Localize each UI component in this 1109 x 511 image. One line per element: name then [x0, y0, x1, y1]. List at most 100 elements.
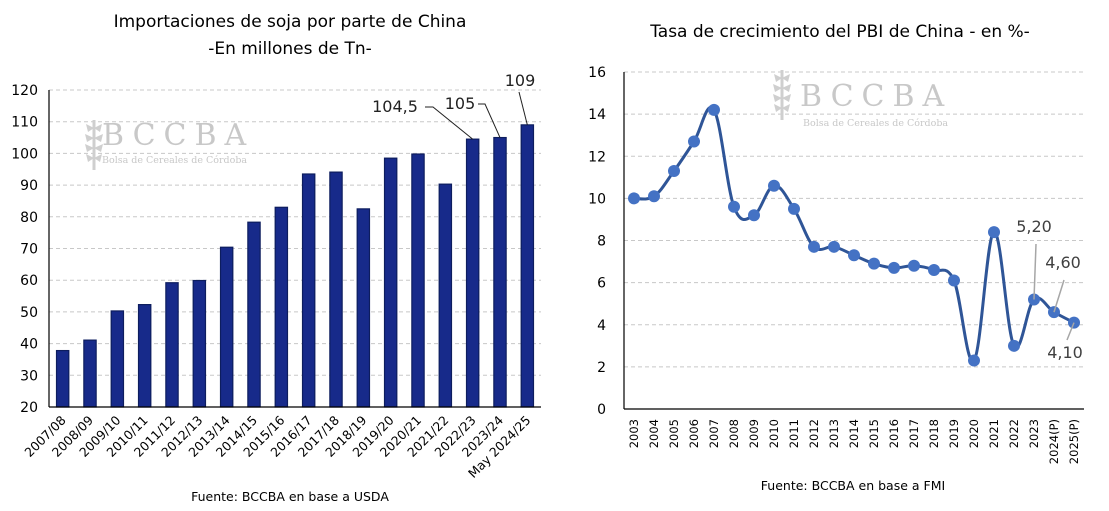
- gdp-point-2008: [728, 200, 740, 213]
- right-y-tick-label: 2: [597, 360, 606, 376]
- left-y-tick-label: 120: [11, 83, 38, 99]
- right-x-tick-label: 2015: [867, 419, 881, 448]
- left-y-tick-label: 40: [20, 337, 38, 353]
- left-data-label: 104,5: [372, 97, 418, 116]
- gdp-point-2003: [628, 192, 640, 205]
- bar-2012-13: [192, 279, 207, 408]
- bar-2013-14: [219, 246, 234, 408]
- right-x-tick-label: 2023: [1027, 419, 1041, 448]
- bar-2014-15: [247, 221, 261, 408]
- right-x-tick-label: 2020: [967, 419, 981, 448]
- right-x-tick-label: 2005: [667, 419, 681, 448]
- right-leader-line: [1053, 279, 1065, 313]
- bar-May-2024-25: [520, 124, 535, 408]
- wheat-logo-icon: [773, 70, 791, 120]
- right-source-note: Fuente: BCCBA en base a FMI: [761, 478, 945, 493]
- left-watermark: BCCBA Bolsa de Cereales de Córdoba: [85, 118, 254, 170]
- right-watermark-brand: BCCBA: [800, 79, 952, 114]
- left-data-labels: 104,5 105 109: [372, 71, 535, 140]
- gdp-series-line: [633, 105, 1075, 363]
- wheat-logo-icon: [85, 120, 103, 170]
- right-x-tick-label: 2022: [1007, 419, 1021, 448]
- bar-2020-21: [411, 153, 425, 408]
- left-y-tick-label: 100: [11, 146, 38, 162]
- right-chart-title: Tasa de crecimiento del PBI de China - e…: [649, 22, 1030, 42]
- right-data-label: 4,10: [1047, 343, 1083, 362]
- right-x-tick-label: 2019: [947, 419, 961, 448]
- gdp-point-2006: [688, 135, 700, 148]
- gdp-growth-chart: Tasa de crecimiento del PBI de China - e…: [588, 22, 1084, 493]
- left-y-tick-label: 30: [20, 368, 38, 384]
- right-y-tick-label: 12: [588, 149, 606, 165]
- right-x-tick-label: 2017: [907, 419, 921, 448]
- right-gridlines: [624, 71, 1084, 368]
- gdp-point-2016: [888, 261, 900, 274]
- right-data-label: 5,20: [1016, 217, 1052, 236]
- left-chart-subtitle: -En millones de Tn-: [208, 39, 372, 59]
- right-data-label: 4,60: [1045, 253, 1081, 272]
- right-y-tick-label: 4: [597, 318, 606, 334]
- gdp-point-2009: [748, 209, 760, 222]
- bar-2008-09: [83, 339, 97, 408]
- right-y-tick-label: 14: [588, 107, 606, 123]
- right-y-tick-label: 10: [588, 191, 606, 207]
- left-y-tick-label: 20: [20, 400, 38, 416]
- bar-2007-08: [55, 349, 70, 408]
- bar-2019-20: [383, 157, 398, 408]
- gdp-point-2013: [828, 240, 840, 253]
- left-bars: [55, 124, 535, 408]
- gdp-point-2007: [708, 103, 720, 116]
- right-x-tick-label: 2007: [707, 419, 721, 448]
- gdp-point-2005: [668, 164, 680, 177]
- left-y-tick-label: 60: [20, 273, 38, 289]
- bar-2018-19: [356, 208, 371, 408]
- left-y-tick-label: 80: [20, 210, 38, 226]
- gdp-point-2022: [1008, 339, 1020, 352]
- right-x-tick-label: 2003: [627, 419, 641, 448]
- right-watermark: BCCBA Bolsa de Cereales de Córdoba: [773, 70, 952, 129]
- left-watermark-brand: BCCBA: [102, 118, 254, 153]
- right-x-tick-label: 2004: [647, 419, 661, 448]
- gdp-point-2004: [648, 190, 660, 203]
- right-x-tick-label: 2008: [727, 419, 741, 448]
- right-x-tick-label: 2009: [747, 419, 761, 448]
- bar-2010-11: [137, 304, 152, 408]
- gdp-point-2020: [968, 354, 980, 367]
- right-y-tick-label: 16: [588, 65, 606, 81]
- bar-2011-12: [165, 282, 179, 408]
- gdp-point-2018: [928, 263, 940, 276]
- bar-2021-22: [438, 183, 453, 408]
- right-x-tick-label: 2010: [767, 419, 781, 448]
- right-x-tick-label: 2006: [687, 419, 701, 448]
- right-y-tick-label: 6: [597, 276, 606, 292]
- left-x-axis-ticks: 2007/082008/092009/102010/112011/122012/…: [21, 412, 533, 480]
- right-x-tick-label: 2024(P): [1047, 419, 1061, 464]
- bar-2022-23: [465, 138, 480, 408]
- right-leader-line: [1033, 243, 1037, 300]
- right-y-tick-label: 8: [597, 234, 606, 250]
- right-x-tick-label: 2021: [987, 419, 1001, 448]
- right-data-labels: 5,20 4,60 4,10: [1016, 217, 1083, 362]
- right-x-tick-label: 2025(P): [1067, 419, 1081, 464]
- left-y-tick-label: 70: [20, 242, 38, 258]
- right-x-tick-label: 2011: [787, 419, 801, 448]
- bar-2015-16: [274, 206, 289, 408]
- left-leader-line: [478, 103, 501, 138]
- bar-2016-17: [301, 173, 316, 408]
- left-gridlines: [49, 89, 541, 376]
- right-y-axis-ticks: 0 2 4 6 8 10 12 14 16: [588, 65, 606, 418]
- gdp-point-2021: [988, 226, 1000, 239]
- bar-2017-18: [329, 171, 343, 408]
- right-leader-line: [1066, 322, 1075, 341]
- right-series: [628, 103, 1080, 367]
- right-watermark-name: Bolsa de Cereales de Córdoba: [803, 118, 948, 129]
- left-source-note: Fuente: BCCBA en base a USDA: [191, 489, 389, 504]
- gdp-point-2012: [808, 240, 820, 253]
- gdp-point-2019: [948, 274, 960, 287]
- right-y-tick-label: 0: [597, 402, 606, 418]
- right-x-tick-label: 2014: [847, 419, 861, 448]
- left-leader-line: [518, 91, 528, 125]
- right-x-tick-label: 2018: [927, 419, 941, 448]
- left-watermark-name: Bolsa de Cereales de Córdoba: [102, 155, 247, 166]
